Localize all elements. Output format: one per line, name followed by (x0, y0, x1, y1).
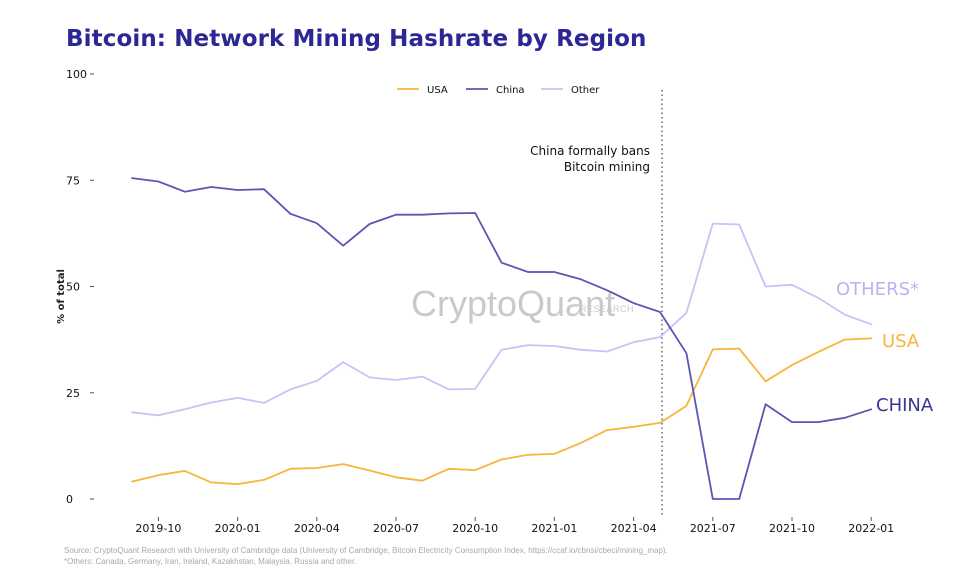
x-tick-label: 2021-01 (531, 522, 577, 535)
x-tick-label: 2020-04 (294, 522, 340, 535)
series-line-china (131, 177, 873, 500)
x-tick-label: 2020-10 (452, 522, 498, 535)
watermark-logo: CryptoQuant (411, 283, 615, 324)
end-label-china: CHINA (876, 395, 934, 416)
end-label-other: OTHERS* (836, 279, 919, 300)
watermark-subtext: RESEARCH (580, 304, 634, 314)
y-tick-label: 50 (66, 281, 80, 294)
legend-label-usa: USA (427, 85, 448, 96)
legend-label-other: Other (571, 85, 600, 96)
x-tick-label: 2021-07 (690, 522, 736, 535)
x-tick-label: 2021-10 (769, 522, 815, 535)
series-line-usa (131, 337, 873, 486)
series-lines (131, 177, 873, 500)
annotation-text: Bitcoin mining (564, 160, 650, 174)
others-footnote: *Others: Canada, Germany, Iran, Ireland,… (64, 557, 357, 566)
y-tick-label: 100 (66, 68, 87, 81)
x-tick-label: 2022-01 (848, 522, 894, 535)
series-end-labels: USA CHINA OTHERS* (836, 279, 934, 416)
x-tick-label: 2019-10 (135, 522, 181, 535)
y-tick-label: 0 (66, 493, 73, 506)
axes: 0 25 50 75 100 % of total 2019-10 2020-01 2020-0… (56, 68, 894, 535)
legend-label-china: China (496, 85, 525, 96)
y-axis-label: % of total (56, 269, 67, 324)
annotation-text: China formally bans (530, 144, 650, 158)
legend: USA China Other (397, 85, 600, 96)
x-tick-label: 2020-07 (373, 522, 419, 535)
source-note: Source: CryptoQuant Research with Univer… (64, 546, 668, 555)
end-label-usa: USA (882, 331, 920, 352)
y-tick-label: 25 (66, 387, 80, 400)
x-tick-label: 2021-04 (611, 522, 657, 535)
series-line-other (131, 222, 873, 417)
y-tick-label: 75 (66, 174, 80, 187)
chart-title: Bitcoin: Network Mining Hashrate by Regi… (66, 26, 647, 52)
x-tick-label: 2020-01 (215, 522, 261, 535)
annotation: China formally bans Bitcoin mining (530, 90, 663, 517)
